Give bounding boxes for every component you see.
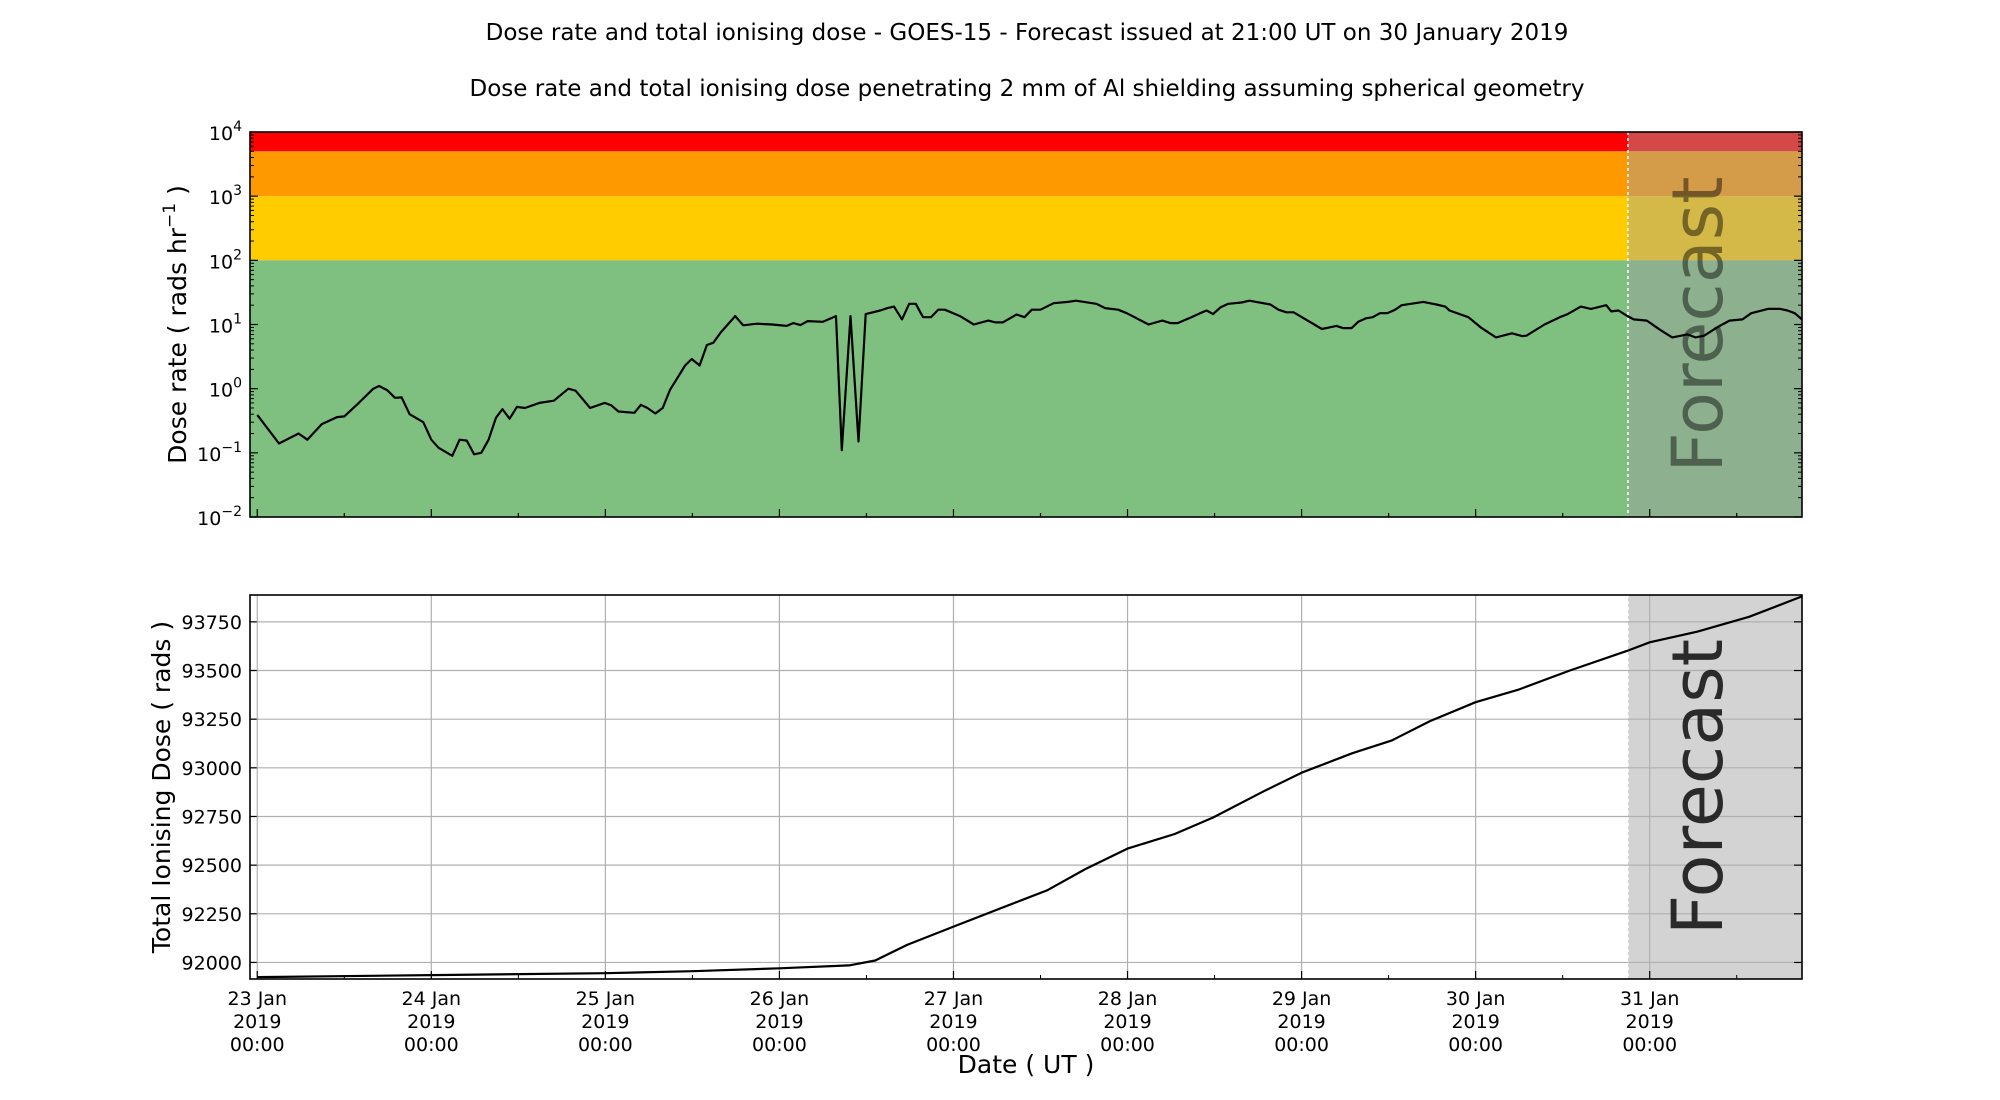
x-tick-label: 2019 [581,1011,629,1033]
x-tick-label: 2019 [1277,1011,1325,1033]
y-axis-label: Dose rate ( rads hr−1 ) [160,185,192,464]
y-tick-label: 103 [209,183,242,209]
forecast-shade [1627,132,1802,517]
x-tick-label: 24 Jan [402,988,462,1010]
y-tick-label: 93500 [182,661,242,683]
y-tick-label: 93250 [182,709,242,731]
band-orange [250,151,1802,197]
x-tick-label: 00:00 [1100,1034,1155,1056]
x-tick-label: 2019 [407,1011,455,1033]
x-tick-label: 00:00 [1622,1034,1677,1056]
x-tick-label: 28 Jan [1098,988,1158,1010]
x-tick-label: 31 Jan [1620,988,1680,1010]
x-tick-label: 2019 [1626,1011,1674,1033]
total-dose-panel: 92000 92250 92500 92750 93000 93250 93500 93750… [147,594,1803,1056]
x-tick-label: 00:00 [404,1034,459,1056]
x-tick-label: 00:00 [1274,1034,1329,1056]
y-tick-label: 10−2 [197,504,242,530]
x-tick-label: 23 Jan [227,988,287,1010]
total-dose-line [257,595,1803,979]
x-tick-label: 27 Jan [924,988,984,1010]
y-axis-label: Total Ionising Dose ( rads ) [147,621,176,954]
y-tick-label: 104 [209,119,242,145]
band-yellow [250,196,1802,261]
y-tick-label: 92000 [182,952,242,974]
y-tick-label: 93750 [182,612,242,634]
x-axis-label: Date ( UT ) [958,1050,1095,1079]
x-tick-label: 2019 [929,1011,977,1033]
x-tick-label: 26 Jan [750,988,810,1010]
y-tick-label: 101 [209,312,242,338]
x-tick-label: 25 Jan [576,988,636,1010]
x-tick-label: 00:00 [230,1034,285,1056]
y-tick-label: 92750 [182,806,242,828]
y-tick-label: 93000 [182,758,242,780]
x-tick-label: 2019 [1451,1011,1499,1033]
band-red [250,132,1802,152]
forecast-shade [1627,595,1802,979]
x-tick-label: 00:00 [578,1034,633,1056]
x-tick-label: 00:00 [1448,1034,1503,1056]
x-tick-label: 2019 [755,1011,803,1033]
chart-subtitle: Dose rate and total ionising dose penetr… [469,76,1584,102]
dose-rate-line [256,299,1803,457]
y-tick-label: 92500 [182,855,242,877]
x-tick-label: 2019 [1103,1011,1151,1033]
x-tick-label: 2019 [233,1011,281,1033]
chart-title: Dose rate and total ionising dose - GOES… [486,20,1569,46]
band-green [250,260,1802,517]
y-tick-label: 102 [209,247,242,273]
plot-frame [249,594,1803,980]
y-tick-label: 10−1 [197,440,242,466]
forecast-label: Forecast [1657,176,1739,472]
x-tick-label: 00:00 [926,1034,981,1056]
y-tick-label: 100 [209,376,242,402]
forecast-label: Forecast [1657,639,1739,935]
x-tick-label: 30 Jan [1446,988,1506,1010]
x-tick-label: 00:00 [752,1034,807,1056]
dose-rate-panel: Forecast 10−2 10−1 100 101 102 103 104 Dose rate… [160,119,1803,530]
x-tick-label: 29 Jan [1272,988,1332,1010]
y-tick-label: 92250 [182,904,242,926]
